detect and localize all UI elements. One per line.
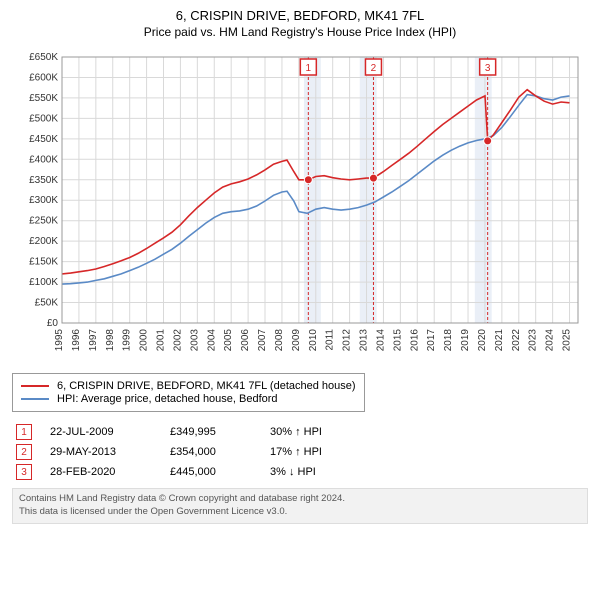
chart-plot-area: £0 £50K £100K £150K £200K £250K £300K £350K £400…	[12, 47, 588, 367]
chart-title: 6, CRISPIN DRIVE, BEDFORD, MK41 7FL	[12, 8, 588, 23]
sale-date: 22-JUL-2009	[50, 426, 170, 438]
chart-legend: 6, CRISPIN DRIVE, BEDFORD, MK41 7FL (det…	[12, 373, 365, 412]
svg-text:2008: 2008	[274, 329, 285, 352]
svg-text:2011: 2011	[325, 329, 336, 351]
svg-text:2019: 2019	[460, 329, 471, 352]
svg-text:2002: 2002	[172, 329, 183, 352]
sale-date: 29-MAY-2013	[50, 446, 170, 458]
line-chart-svg: £0 £50K £100K £150K £200K £250K £300K £350K £400…	[12, 47, 588, 367]
svg-text:£100K: £100K	[29, 277, 58, 288]
svg-text:2025: 2025	[562, 329, 573, 352]
sale-delta: 17% ↑ HPI	[270, 446, 360, 458]
sale-row: 2 29-MAY-2013£354,00017% ↑ HPI	[12, 444, 588, 460]
svg-text:1995: 1995	[54, 329, 65, 352]
legend-swatch	[21, 385, 49, 387]
chart-subtitle: Price paid vs. HM Land Registry's House …	[12, 25, 588, 39]
svg-text:2012: 2012	[342, 329, 353, 352]
svg-text:2018: 2018	[443, 329, 454, 352]
svg-text:2020: 2020	[477, 329, 488, 352]
svg-text:1996: 1996	[71, 329, 82, 352]
svg-text:2013: 2013	[359, 329, 370, 352]
sale-row: 3 28-FEB-2020£445,0003% ↓ HPI	[12, 464, 588, 480]
legend-swatch	[21, 398, 49, 400]
chart-container: 6, CRISPIN DRIVE, BEDFORD, MK41 7FL Pric…	[0, 0, 600, 528]
svg-text:1999: 1999	[122, 329, 133, 352]
svg-text:2023: 2023	[528, 329, 539, 352]
sale-delta: 30% ↑ HPI	[270, 426, 360, 438]
sales-table: 1 22-JUL-2009£349,99530% ↑ HPI 2 29-MAY-201…	[12, 424, 588, 480]
svg-text:2009: 2009	[291, 329, 302, 352]
svg-text:1997: 1997	[88, 329, 99, 352]
attribution-footer: Contains HM Land Registry data © Crown c…	[12, 488, 588, 524]
svg-text:£400K: £400K	[29, 154, 58, 165]
sale-price: £445,000	[170, 466, 270, 478]
svg-text:2022: 2022	[511, 329, 522, 352]
sale-price: £349,995	[170, 426, 270, 438]
svg-text:2021: 2021	[494, 329, 505, 352]
svg-text:£550K: £550K	[29, 93, 58, 104]
svg-text:£50K: £50K	[35, 298, 59, 309]
sale-marker: 1	[16, 424, 32, 440]
svg-text:£350K: £350K	[29, 175, 58, 186]
legend-label: HPI: Average price, detached house, Bedf…	[57, 393, 278, 405]
svg-text:2016: 2016	[409, 329, 420, 352]
sale-date: 28-FEB-2020	[50, 466, 170, 478]
sale-price: £354,000	[170, 446, 270, 458]
svg-text:1998: 1998	[105, 329, 116, 352]
svg-text:2015: 2015	[392, 329, 403, 352]
legend-label: 6, CRISPIN DRIVE, BEDFORD, MK41 7FL (det…	[57, 380, 356, 392]
svg-text:2007: 2007	[257, 329, 268, 352]
footer-line-2: This data is licensed under the Open Gov…	[19, 506, 581, 519]
legend-item: HPI: Average price, detached house, Bedf…	[21, 393, 356, 405]
svg-text:£250K: £250K	[29, 216, 58, 227]
svg-text:£450K: £450K	[29, 134, 58, 145]
svg-text:£600K: £600K	[29, 72, 58, 83]
svg-text:2024: 2024	[545, 329, 556, 352]
sale-delta: 3% ↓ HPI	[270, 466, 360, 478]
svg-text:£300K: £300K	[29, 195, 58, 206]
svg-text:2004: 2004	[206, 329, 217, 352]
svg-text:£500K: £500K	[29, 113, 58, 124]
svg-text:2003: 2003	[189, 329, 200, 352]
svg-text:£0: £0	[47, 318, 59, 329]
svg-text:1: 1	[306, 63, 312, 74]
legend-item: 6, CRISPIN DRIVE, BEDFORD, MK41 7FL (det…	[21, 380, 356, 392]
svg-text:£650K: £650K	[29, 52, 58, 63]
svg-text:2014: 2014	[375, 329, 386, 352]
svg-text:2017: 2017	[426, 329, 437, 352]
svg-text:2010: 2010	[308, 329, 319, 352]
svg-text:£200K: £200K	[29, 236, 58, 247]
sale-row: 1 22-JUL-2009£349,99530% ↑ HPI	[12, 424, 588, 440]
svg-text:2000: 2000	[139, 329, 150, 352]
svg-text:2001: 2001	[156, 329, 167, 352]
sale-marker: 2	[16, 444, 32, 460]
svg-text:3: 3	[485, 63, 491, 74]
footer-line-1: Contains HM Land Registry data © Crown c…	[19, 493, 581, 506]
sale-marker: 3	[16, 464, 32, 480]
svg-text:£150K: £150K	[29, 257, 58, 268]
svg-text:2: 2	[371, 63, 377, 74]
svg-text:2005: 2005	[223, 329, 234, 352]
svg-text:2006: 2006	[240, 329, 251, 352]
